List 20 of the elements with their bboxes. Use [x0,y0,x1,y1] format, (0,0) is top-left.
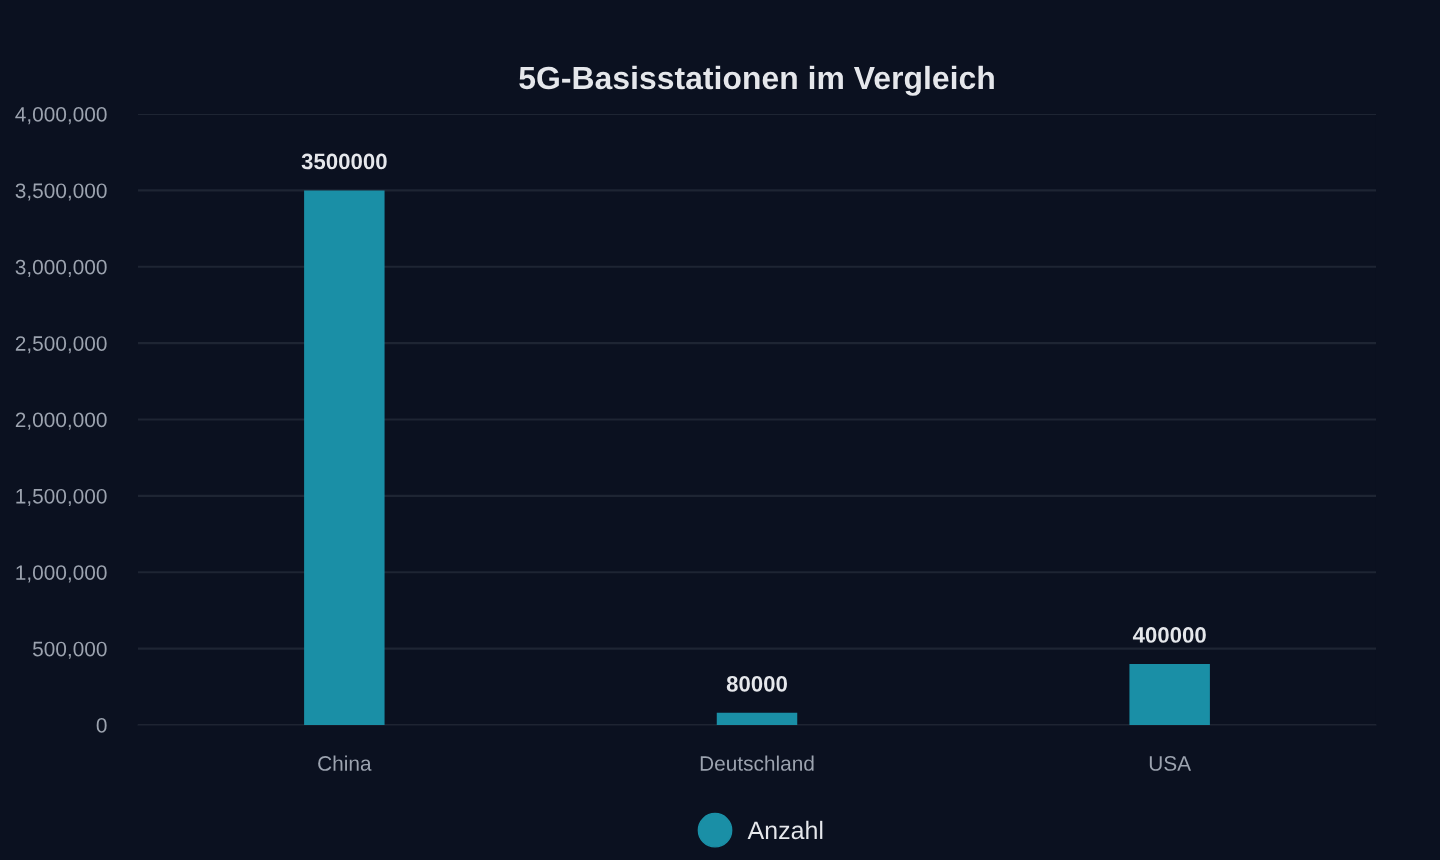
y-tick-label: 3,500,000 [15,183,107,201]
x-tick-label: Deutschland [700,755,814,771]
data-label: 80000 [726,675,787,692]
y-tick-label: 3,000,000 [15,259,107,277]
chart-title: 5G-Basisstationen im Vergleich [519,65,994,96]
y-tick-label: 500,000 [32,641,107,659]
y-tick-label: 0 [96,718,107,733]
bar [304,190,385,725]
data-label: 400000 [1132,627,1206,643]
y-tick-label: 2,500,000 [15,336,107,354]
y-tick-label: 1,500,000 [16,488,107,507]
x-tick-label: USA [1149,756,1192,771]
y-tick-label: 1,000,000 [16,565,107,583]
x-tick-label: China [318,755,372,771]
bar [716,712,798,725]
data-label: 3500000 [301,153,387,170]
bar [1129,663,1210,725]
y-tick-label: 2,000,000 [15,412,107,430]
legend-label: Anzahl [747,820,823,840]
y-tick-label: 4,000,000 [15,107,107,125]
